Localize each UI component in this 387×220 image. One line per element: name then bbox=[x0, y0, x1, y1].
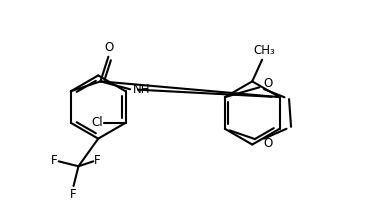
Text: O: O bbox=[105, 41, 114, 54]
Text: CH₃: CH₃ bbox=[253, 44, 275, 57]
Text: O: O bbox=[264, 77, 273, 90]
Text: O: O bbox=[264, 137, 273, 150]
Text: F: F bbox=[70, 188, 77, 201]
Text: F: F bbox=[51, 154, 58, 167]
Text: Cl: Cl bbox=[91, 116, 103, 129]
Text: NH: NH bbox=[133, 83, 151, 96]
Text: F: F bbox=[94, 154, 101, 167]
